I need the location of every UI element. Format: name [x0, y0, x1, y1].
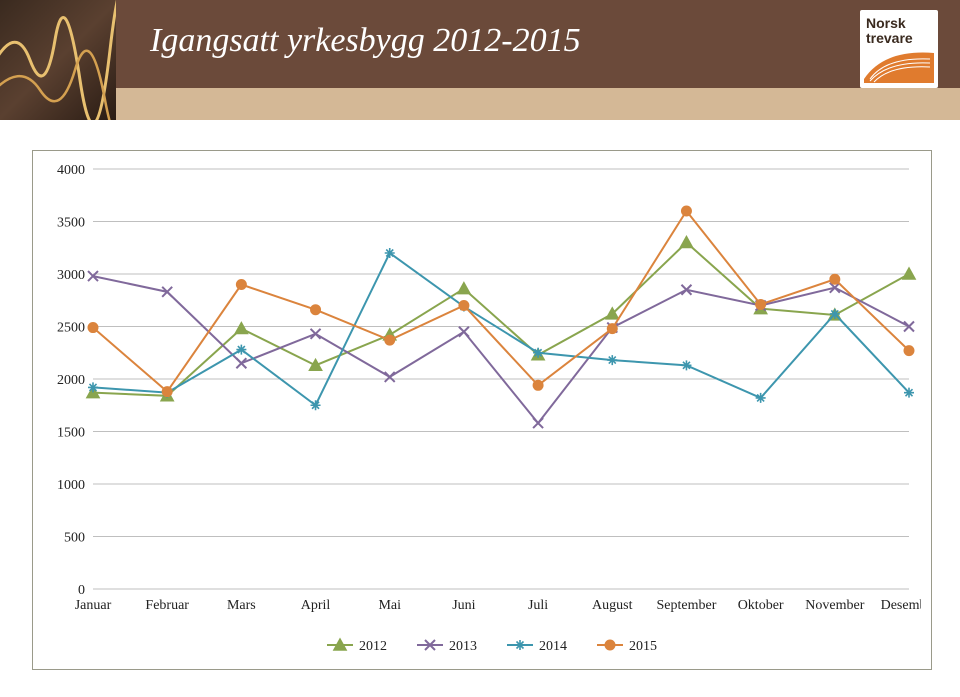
y-tick: 1500	[57, 426, 85, 441]
y-tick: 1000	[57, 478, 85, 493]
svg-text:Desember: Desember	[881, 598, 921, 613]
x-tick: Desember	[881, 598, 921, 613]
y-tick: 2500	[57, 321, 85, 336]
x-tick: November	[805, 598, 864, 613]
svg-text:0: 0	[78, 583, 85, 598]
svg-text:2500: 2500	[57, 321, 85, 336]
svg-text:3500: 3500	[57, 216, 85, 231]
y-tick: 3500	[57, 216, 85, 231]
y-tick: 3000	[57, 268, 85, 283]
x-tick: Januar	[75, 598, 112, 613]
svg-text:Juli: Juli	[528, 598, 548, 613]
svg-text:3000: 3000	[57, 268, 85, 283]
brand-logo: Norsk trevare	[860, 10, 938, 88]
svg-text:2014: 2014	[539, 639, 567, 654]
series-2014	[88, 248, 914, 410]
svg-text:2000: 2000	[57, 373, 85, 388]
svg-text:1500: 1500	[57, 426, 85, 441]
svg-text:April: April	[301, 598, 331, 613]
thumbnail-curve	[0, 0, 116, 120]
svg-text:November: November	[805, 598, 864, 613]
svg-text:August: August	[592, 598, 633, 613]
chart-container: 0 500 1000 1500 2000 2500 3000 3500 4000 Januar Fe…	[32, 150, 932, 670]
logo-text: Norsk trevare	[864, 14, 934, 49]
svg-text:Juni: Juni	[452, 598, 475, 613]
x-tick: Mars	[227, 598, 256, 613]
x-tick: September	[657, 598, 717, 613]
series-2015	[88, 206, 914, 397]
logo-swoosh-icon	[864, 49, 934, 83]
y-tick: 4000	[57, 163, 85, 178]
svg-text:Januar: Januar	[75, 598, 112, 613]
svg-text:Februar: Februar	[145, 598, 189, 613]
x-tick: August	[592, 598, 633, 613]
y-tick: 0	[78, 583, 85, 598]
svg-text:September: September	[657, 598, 717, 613]
x-tick: Oktober	[738, 598, 784, 613]
svg-text:2015: 2015	[629, 639, 657, 654]
svg-text:2012: 2012	[359, 639, 387, 654]
y-tick: 2000	[57, 373, 85, 388]
x-tick: Juli	[528, 598, 548, 613]
x-tick: Juni	[452, 598, 475, 613]
header-bottom-band	[0, 88, 960, 120]
svg-text:Mai: Mai	[378, 598, 401, 613]
svg-text:4000: 4000	[57, 163, 85, 178]
y-tick: 500	[64, 531, 85, 546]
x-tick: Februar	[145, 598, 189, 613]
x-tick: April	[301, 598, 331, 613]
svg-text:1000: 1000	[57, 478, 85, 493]
line-chart: 0 500 1000 1500 2000 2500 3000 3500 4000 Januar Fe…	[41, 159, 921, 659]
svg-text:Mars: Mars	[227, 598, 256, 613]
header-band: Igangsatt yrkesbygg 2012-2015 Norsk trev…	[0, 0, 960, 120]
header-thumbnail	[0, 0, 116, 120]
page-title: Igangsatt yrkesbygg 2012-2015	[150, 22, 581, 60]
svg-text:2013: 2013	[449, 639, 477, 654]
x-tick: Mai	[378, 598, 401, 613]
svg-text:500: 500	[64, 531, 85, 546]
svg-text:Oktober: Oktober	[738, 598, 784, 613]
chart-legend: 2012 2013 2014 2015	[327, 639, 657, 655]
